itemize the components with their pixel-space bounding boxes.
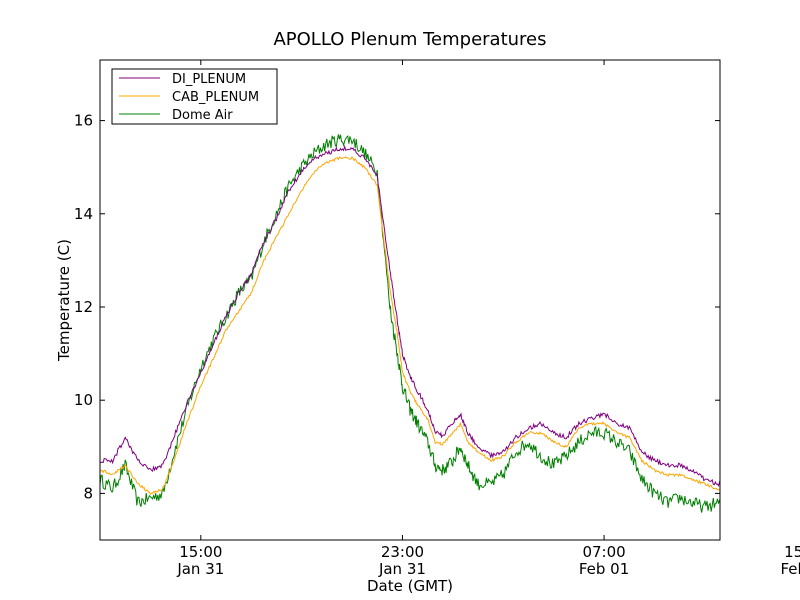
x-tick-label: 23:00	[381, 543, 424, 561]
legend-label: DI_PLENUM	[172, 72, 246, 87]
series-line-cab-plenum	[100, 156, 720, 496]
y-tick-label: 12	[74, 298, 93, 316]
x-tick-label: 15:00	[179, 543, 222, 561]
series-line-di-plenum	[100, 144, 720, 487]
x-axis-label: Date (GMT)	[367, 577, 453, 595]
legend-label: Dome Air	[172, 108, 233, 123]
legend: DI_PLENUM CAB_PLENUM Dome Air	[111, 68, 278, 125]
series-line-dome-air	[100, 134, 720, 513]
chart-title: APOLLO Plenum Temperatures	[273, 29, 546, 50]
legend-label: CAB_PLENUM	[172, 90, 259, 105]
x-tick-date-label: Jan 31	[176, 560, 224, 578]
series-layer	[100, 134, 720, 513]
y-tick-label: 10	[74, 391, 93, 409]
x-tick-date-label: Feb 01	[579, 560, 629, 578]
y-tick-label: 8	[83, 484, 93, 502]
x-tick-date-label: Jan 31	[378, 560, 426, 578]
x-tick-label: 15:00	[784, 543, 800, 561]
y-axis-label: Temperature (C)	[55, 239, 73, 362]
x-tick-date-label: Feb 01	[780, 560, 800, 578]
x-tick-label: 07:00	[582, 543, 625, 561]
y-tick-label: 14	[74, 205, 93, 223]
plot-frame	[99, 59, 721, 541]
y-tick-label: 16	[74, 112, 93, 130]
